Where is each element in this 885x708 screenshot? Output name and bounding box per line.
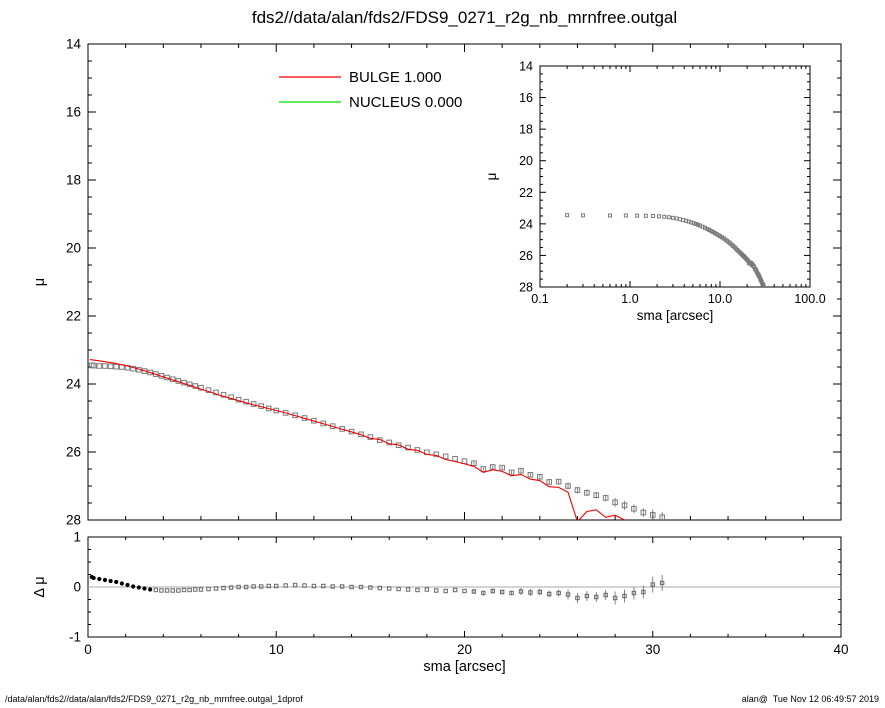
svg-text:Δ μ: Δ μ: [32, 576, 48, 597]
svg-text:1.0: 1.0: [621, 292, 638, 306]
svg-text:28: 28: [66, 513, 81, 528]
footer-user-timestamp: alan@ Tue Nov 12 06:49:57 2019: [741, 694, 879, 704]
svg-text:18: 18: [519, 123, 533, 137]
svg-text:14: 14: [519, 60, 533, 74]
svg-text:20: 20: [457, 642, 472, 657]
svg-text:24: 24: [519, 217, 533, 231]
main-plot-panel: 14 16 18 20 22 24 26 28 μ: [32, 37, 842, 528]
svg-text:16: 16: [519, 91, 533, 105]
svg-text:20: 20: [66, 241, 81, 256]
svg-text:24: 24: [66, 377, 82, 392]
svg-text:28: 28: [519, 281, 533, 295]
svg-text:18: 18: [66, 173, 81, 188]
svg-text:40: 40: [833, 642, 848, 657]
svg-text:16: 16: [66, 105, 81, 120]
plot-title: fds2//data/alan/fds2/FDS9_0271_r2g_nb_mr…: [251, 8, 678, 27]
inset-plot-panel: 0.1 1.0 10.0 100.0 14 16 18 20 22 24 26 28 μ sma [arc…: [484, 60, 826, 324]
svg-text:-1: -1: [69, 630, 81, 645]
svg-text:22: 22: [519, 186, 533, 200]
svg-text:1: 1: [73, 530, 81, 545]
legend: BULGE 1.000 NUCLEUS 0.000: [279, 69, 462, 111]
svg-text:100.0: 100.0: [794, 292, 825, 306]
svg-text:20: 20: [519, 154, 533, 168]
svg-text:0: 0: [84, 642, 92, 657]
svg-text:0.1: 0.1: [531, 292, 548, 306]
svg-text:10: 10: [269, 642, 284, 657]
footer-output-path: /data/alan/fds2//data/alan/fds2/FDS9_027…: [5, 694, 303, 704]
svg-text:14: 14: [66, 37, 82, 52]
svg-text:26: 26: [519, 249, 533, 263]
svg-text:30: 30: [645, 642, 660, 657]
svg-text:22: 22: [66, 309, 81, 324]
svg-text:26: 26: [66, 445, 81, 460]
svg-text:μ: μ: [484, 173, 499, 181]
svg-text:μ: μ: [32, 278, 48, 286]
svg-text:0: 0: [73, 580, 81, 595]
svg-text:10.0: 10.0: [708, 292, 732, 306]
svg-text:NUCLEUS 0.000: NUCLEUS 0.000: [349, 94, 462, 111]
svg-text:BULGE 1.000: BULGE 1.000: [349, 69, 442, 86]
svg-text:sma [arcsec]: sma [arcsec]: [637, 308, 714, 323]
svg-text:sma [arcsec]: sma [arcsec]: [423, 659, 505, 675]
